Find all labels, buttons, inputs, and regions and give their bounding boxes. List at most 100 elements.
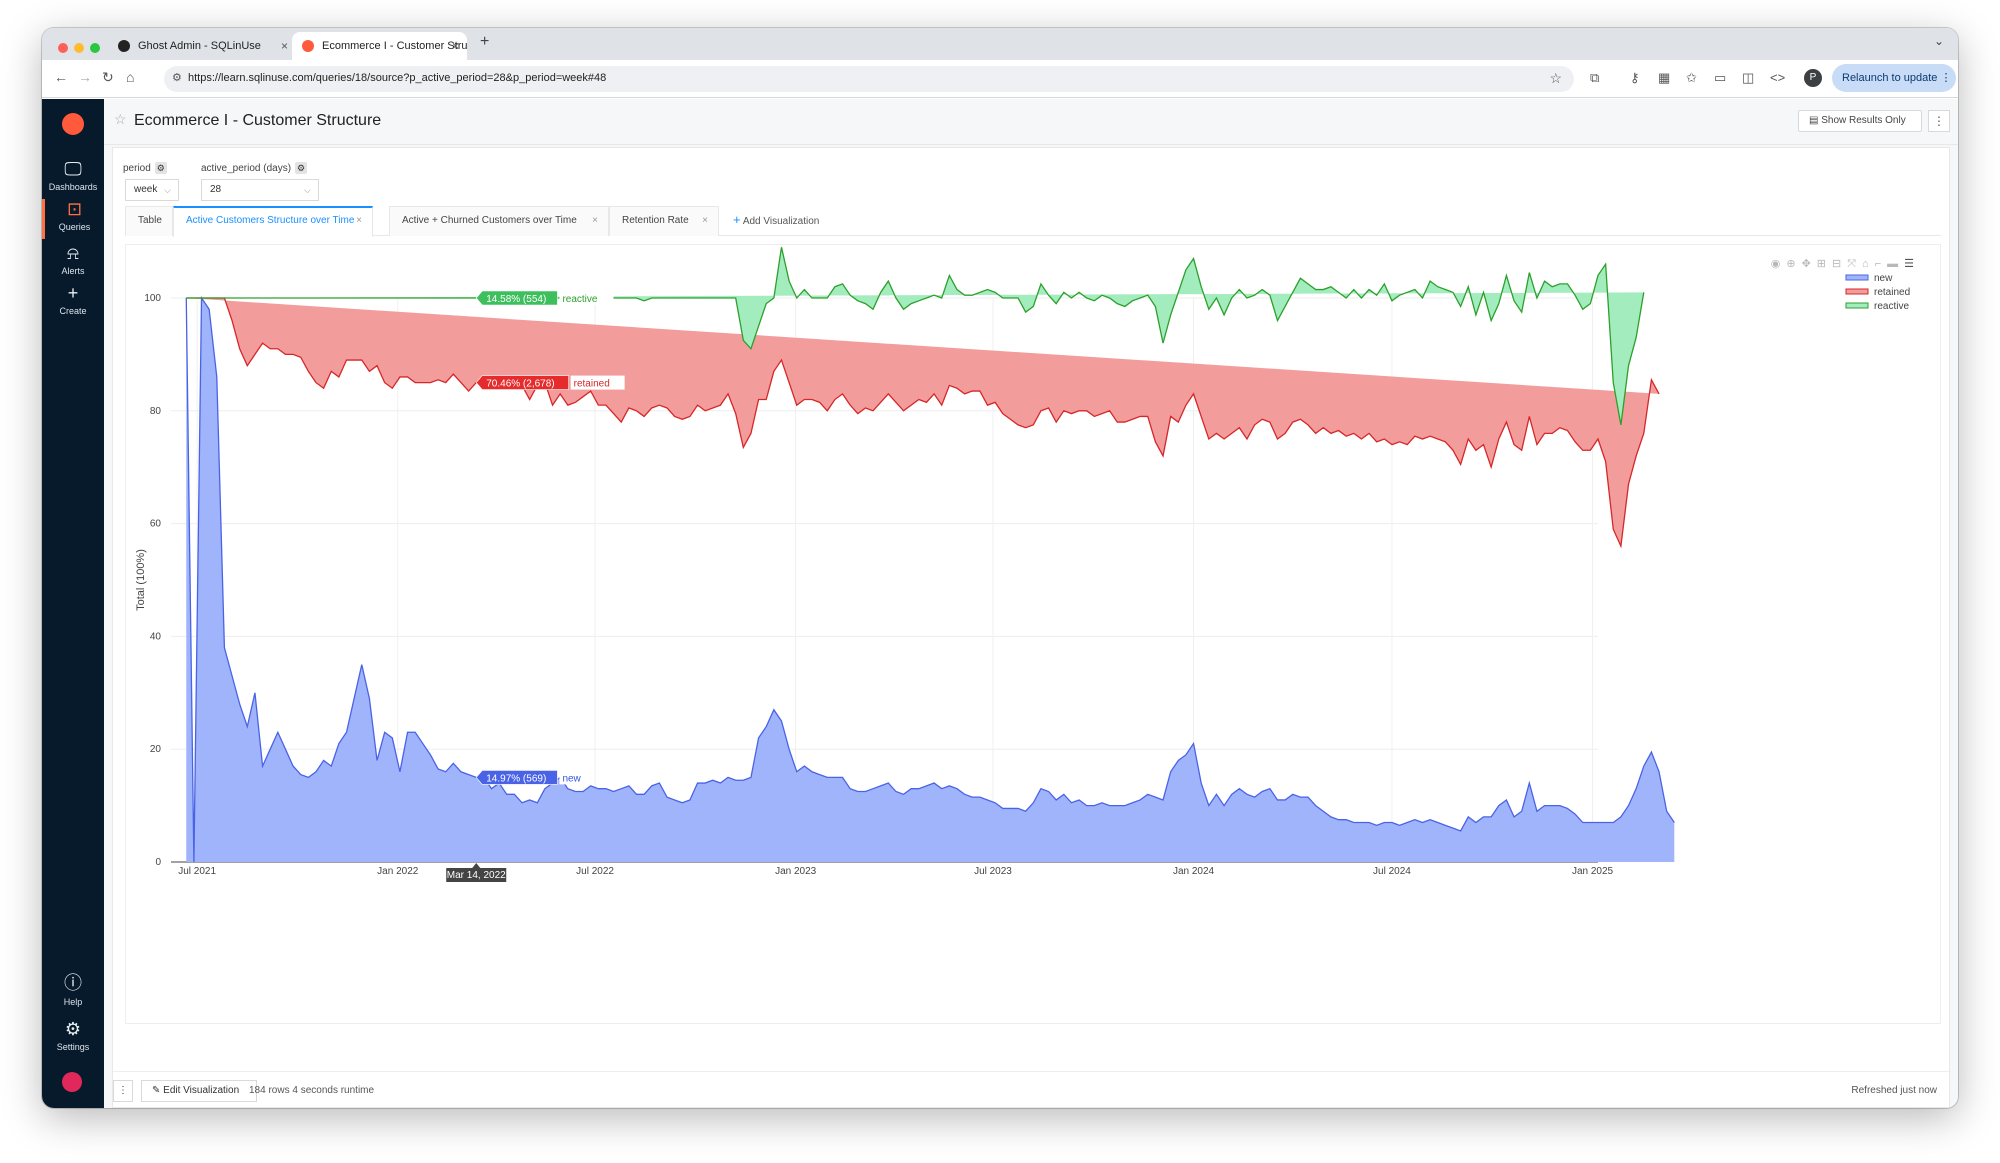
reload-icon[interactable]: ↻ <box>102 69 114 85</box>
extension-puzzle-icon[interactable]: ⧉ <box>1590 70 1600 85</box>
hover-name-bg-new <box>559 770 584 785</box>
sidebar-item-label: Settings <box>56 1042 90 1052</box>
close-tab-icon[interactable]: × <box>451 39 459 53</box>
tab-retention-rate[interactable]: Retention Rate × <box>609 206 719 236</box>
close-tab-icon[interactable]: × <box>592 215 598 226</box>
hover-date-label: Mar 14, 2022 <box>447 870 506 881</box>
browser-tab-ghost[interactable]: Ghost Admin - SQLinUse × <box>108 32 296 60</box>
profile-avatar[interactable]: P <box>1804 69 1822 87</box>
zoom-in-icon[interactable]: ⊞ <box>1816 258 1832 270</box>
chart-container: ◉⊕✥⊞⊟⤧⌂⌐▬☰ 0 20 40 60 80 100 Jul 2021 Jan 2022 J… <box>125 244 1941 1024</box>
minimize-window-button[interactable] <box>74 43 84 53</box>
close-window-button[interactable] <box>58 43 68 53</box>
gear-icon: ⚙ <box>64 1019 82 1039</box>
hover-compare-icon[interactable]: ☰ <box>1904 258 1920 270</box>
tab-search-chevron-icon[interactable]: ⌄ <box>1933 34 1944 48</box>
qr-code-icon[interactable]: ▦ <box>1658 70 1671 85</box>
new-tab-icon[interactable]: + <box>480 33 490 50</box>
plus-icon: + <box>67 283 79 303</box>
footer-more-button[interactable]: ⋮ <box>113 1080 133 1102</box>
sidebar-item-label: Help <box>63 997 83 1007</box>
tab-title: Ghost Admin - SQLinUse <box>138 40 261 52</box>
active-period-select[interactable]: 28 ⌵ <box>201 179 319 201</box>
close-tab-icon[interactable]: × <box>356 215 362 226</box>
camera-icon[interactable]: ◉ <box>1770 258 1787 270</box>
monitor-icon: 🖵 <box>64 159 82 179</box>
password-key-icon[interactable]: ⚷ <box>1630 70 1640 85</box>
add-visualization-button[interactable]: + Add Visualization <box>733 206 819 236</box>
window-controls <box>58 40 106 58</box>
redash-favicon-icon <box>302 40 314 52</box>
x-tick-label: Jul 2024 <box>1373 866 1411 877</box>
home-icon[interactable]: ⌂ <box>126 69 135 85</box>
relaunch-button[interactable]: Relaunch to update ⋮ <box>1832 64 1956 92</box>
x-tick-label: Jul 2022 <box>576 866 614 877</box>
side-panel-icon[interactable]: ◫ <box>1742 70 1755 85</box>
tab-table[interactable]: Table <box>125 206 173 236</box>
autoscale-icon[interactable]: ⤧ <box>1847 258 1863 270</box>
hover-closest-icon[interactable]: ▬ <box>1887 258 1905 270</box>
period-select[interactable]: week ⌵ <box>125 179 179 201</box>
edit-visualization-label: Edit Visualization <box>163 1085 240 1096</box>
sidebar-item-alerts[interactable]: ⍾ Alerts <box>42 243 104 276</box>
area-chart[interactable]: 0 20 40 60 80 100 Jul 2021 Jan 2022 Jul 2022 Jan … <box>126 245 1940 1023</box>
terminal-icon: ⊡ <box>66 199 83 219</box>
param-settings-gear-icon[interactable]: ⚙ <box>154 162 167 174</box>
x-tick-label: Jan 2022 <box>377 866 419 877</box>
main-content: ☆ Ecommerce I - Customer Structure ▤ Sho… <box>104 99 1958 1108</box>
hover-name-retained: retained <box>574 379 610 390</box>
bookmarks-icon[interactable]: ✩ <box>1686 70 1697 85</box>
url-text: https://learn.sqlinuse.com/queries/18/so… <box>188 72 607 84</box>
hover-box-retained <box>475 375 569 390</box>
tab-active-churned-customers[interactable]: Active + Churned Customers over Time × <box>389 206 609 236</box>
show-results-only-button[interactable]: ▤ Show Results Only <box>1798 110 1922 132</box>
page-title[interactable]: Ecommerce I - Customer Structure <box>134 112 382 129</box>
pan-icon[interactable]: ✥ <box>1801 258 1817 270</box>
results-footer: ⋮ ✎ Edit Visualization 184 rows 4 second… <box>113 1071 1951 1108</box>
edit-visualization-button[interactable]: ✎ Edit Visualization <box>141 1080 257 1102</box>
x-tick-label: Jan 2024 <box>1173 866 1215 877</box>
sidebar-item-label: Queries <box>58 222 91 232</box>
tab-title: Ecommerce I - Customer Stru <box>322 40 467 52</box>
area-retained <box>186 298 1660 547</box>
tab-label: Retention Rate <box>622 215 689 226</box>
x-tick-label: Jul 2023 <box>974 866 1012 877</box>
zoom-out-icon[interactable]: ⊟ <box>1832 258 1848 270</box>
param-settings-gear-icon[interactable]: ⚙ <box>295 162 308 174</box>
sidebar-item-dashboards[interactable]: 🖵 Dashboards <box>42 159 104 192</box>
maximize-window-button[interactable] <box>90 43 100 53</box>
plot-modebar[interactable]: ◉⊕✥⊞⊟⤧⌂⌐▬☰ <box>1771 257 1920 271</box>
spike-lines-icon[interactable]: ⌐ <box>1874 258 1888 270</box>
redash-logo-icon[interactable] <box>62 113 84 135</box>
close-tab-icon[interactable]: × <box>280 39 288 53</box>
select-value: 28 <box>210 184 222 195</box>
bookmark-star-icon[interactable]: ☆ <box>1549 70 1562 86</box>
legend-swatch-reactive <box>1845 302 1869 309</box>
param-label-text: active_period (days) <box>201 163 292 174</box>
user-avatar[interactable] <box>62 1072 82 1092</box>
reading-list-icon[interactable]: ▭ <box>1714 70 1727 85</box>
address-bar[interactable]: ⚙ https://learn.sqlinuse.com/queries/18/… <box>164 66 1574 92</box>
reset-axes-icon[interactable]: ⌂ <box>1862 258 1875 270</box>
relaunch-label: Relaunch to update <box>1842 72 1938 84</box>
sidebar-item-label: Create <box>59 306 87 316</box>
forward-arrow-icon[interactable]: → <box>78 69 92 85</box>
sidebar-item-queries[interactable]: ⊡ Queries <box>42 199 104 239</box>
devtools-code-icon[interactable]: <> <box>1770 70 1786 85</box>
zoom-icon[interactable]: ⊕ <box>1786 258 1802 270</box>
y-axis-title: Total (100%) <box>135 549 147 611</box>
close-tab-icon[interactable]: × <box>702 215 708 226</box>
line-retained <box>186 297 1660 549</box>
favorite-star-icon[interactable]: ☆ <box>114 111 127 127</box>
browser-tab-active[interactable]: Ecommerce I - Customer Stru × <box>292 32 467 60</box>
more-actions-button[interactable]: ⋮ <box>1928 110 1950 132</box>
sidebar-item-help[interactable]: ⓘ Help <box>42 969 104 1007</box>
sidebar-item-settings[interactable]: ⚙ Settings <box>42 1019 104 1052</box>
legend-label-new: new <box>1874 273 1893 284</box>
back-arrow-icon[interactable]: ← <box>54 69 68 85</box>
site-info-icon[interactable]: ⚙ <box>172 72 182 84</box>
param-label-text: period <box>123 163 151 174</box>
sidebar-item-label: Alerts <box>61 266 85 276</box>
tab-active-customers-structure[interactable]: Active Customers Structure over Time × <box>173 206 373 237</box>
sidebar-item-create[interactable]: + Create <box>42 283 104 316</box>
